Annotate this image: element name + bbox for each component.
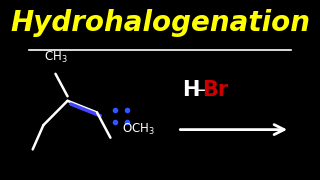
- Text: OCH$_3$: OCH$_3$: [123, 122, 156, 137]
- Text: Br: Br: [202, 80, 228, 100]
- Text: Hydrohalogenation: Hydrohalogenation: [10, 9, 310, 37]
- Text: CH$_3$: CH$_3$: [44, 50, 67, 65]
- Text: –: –: [196, 80, 206, 100]
- Text: H: H: [182, 80, 199, 100]
